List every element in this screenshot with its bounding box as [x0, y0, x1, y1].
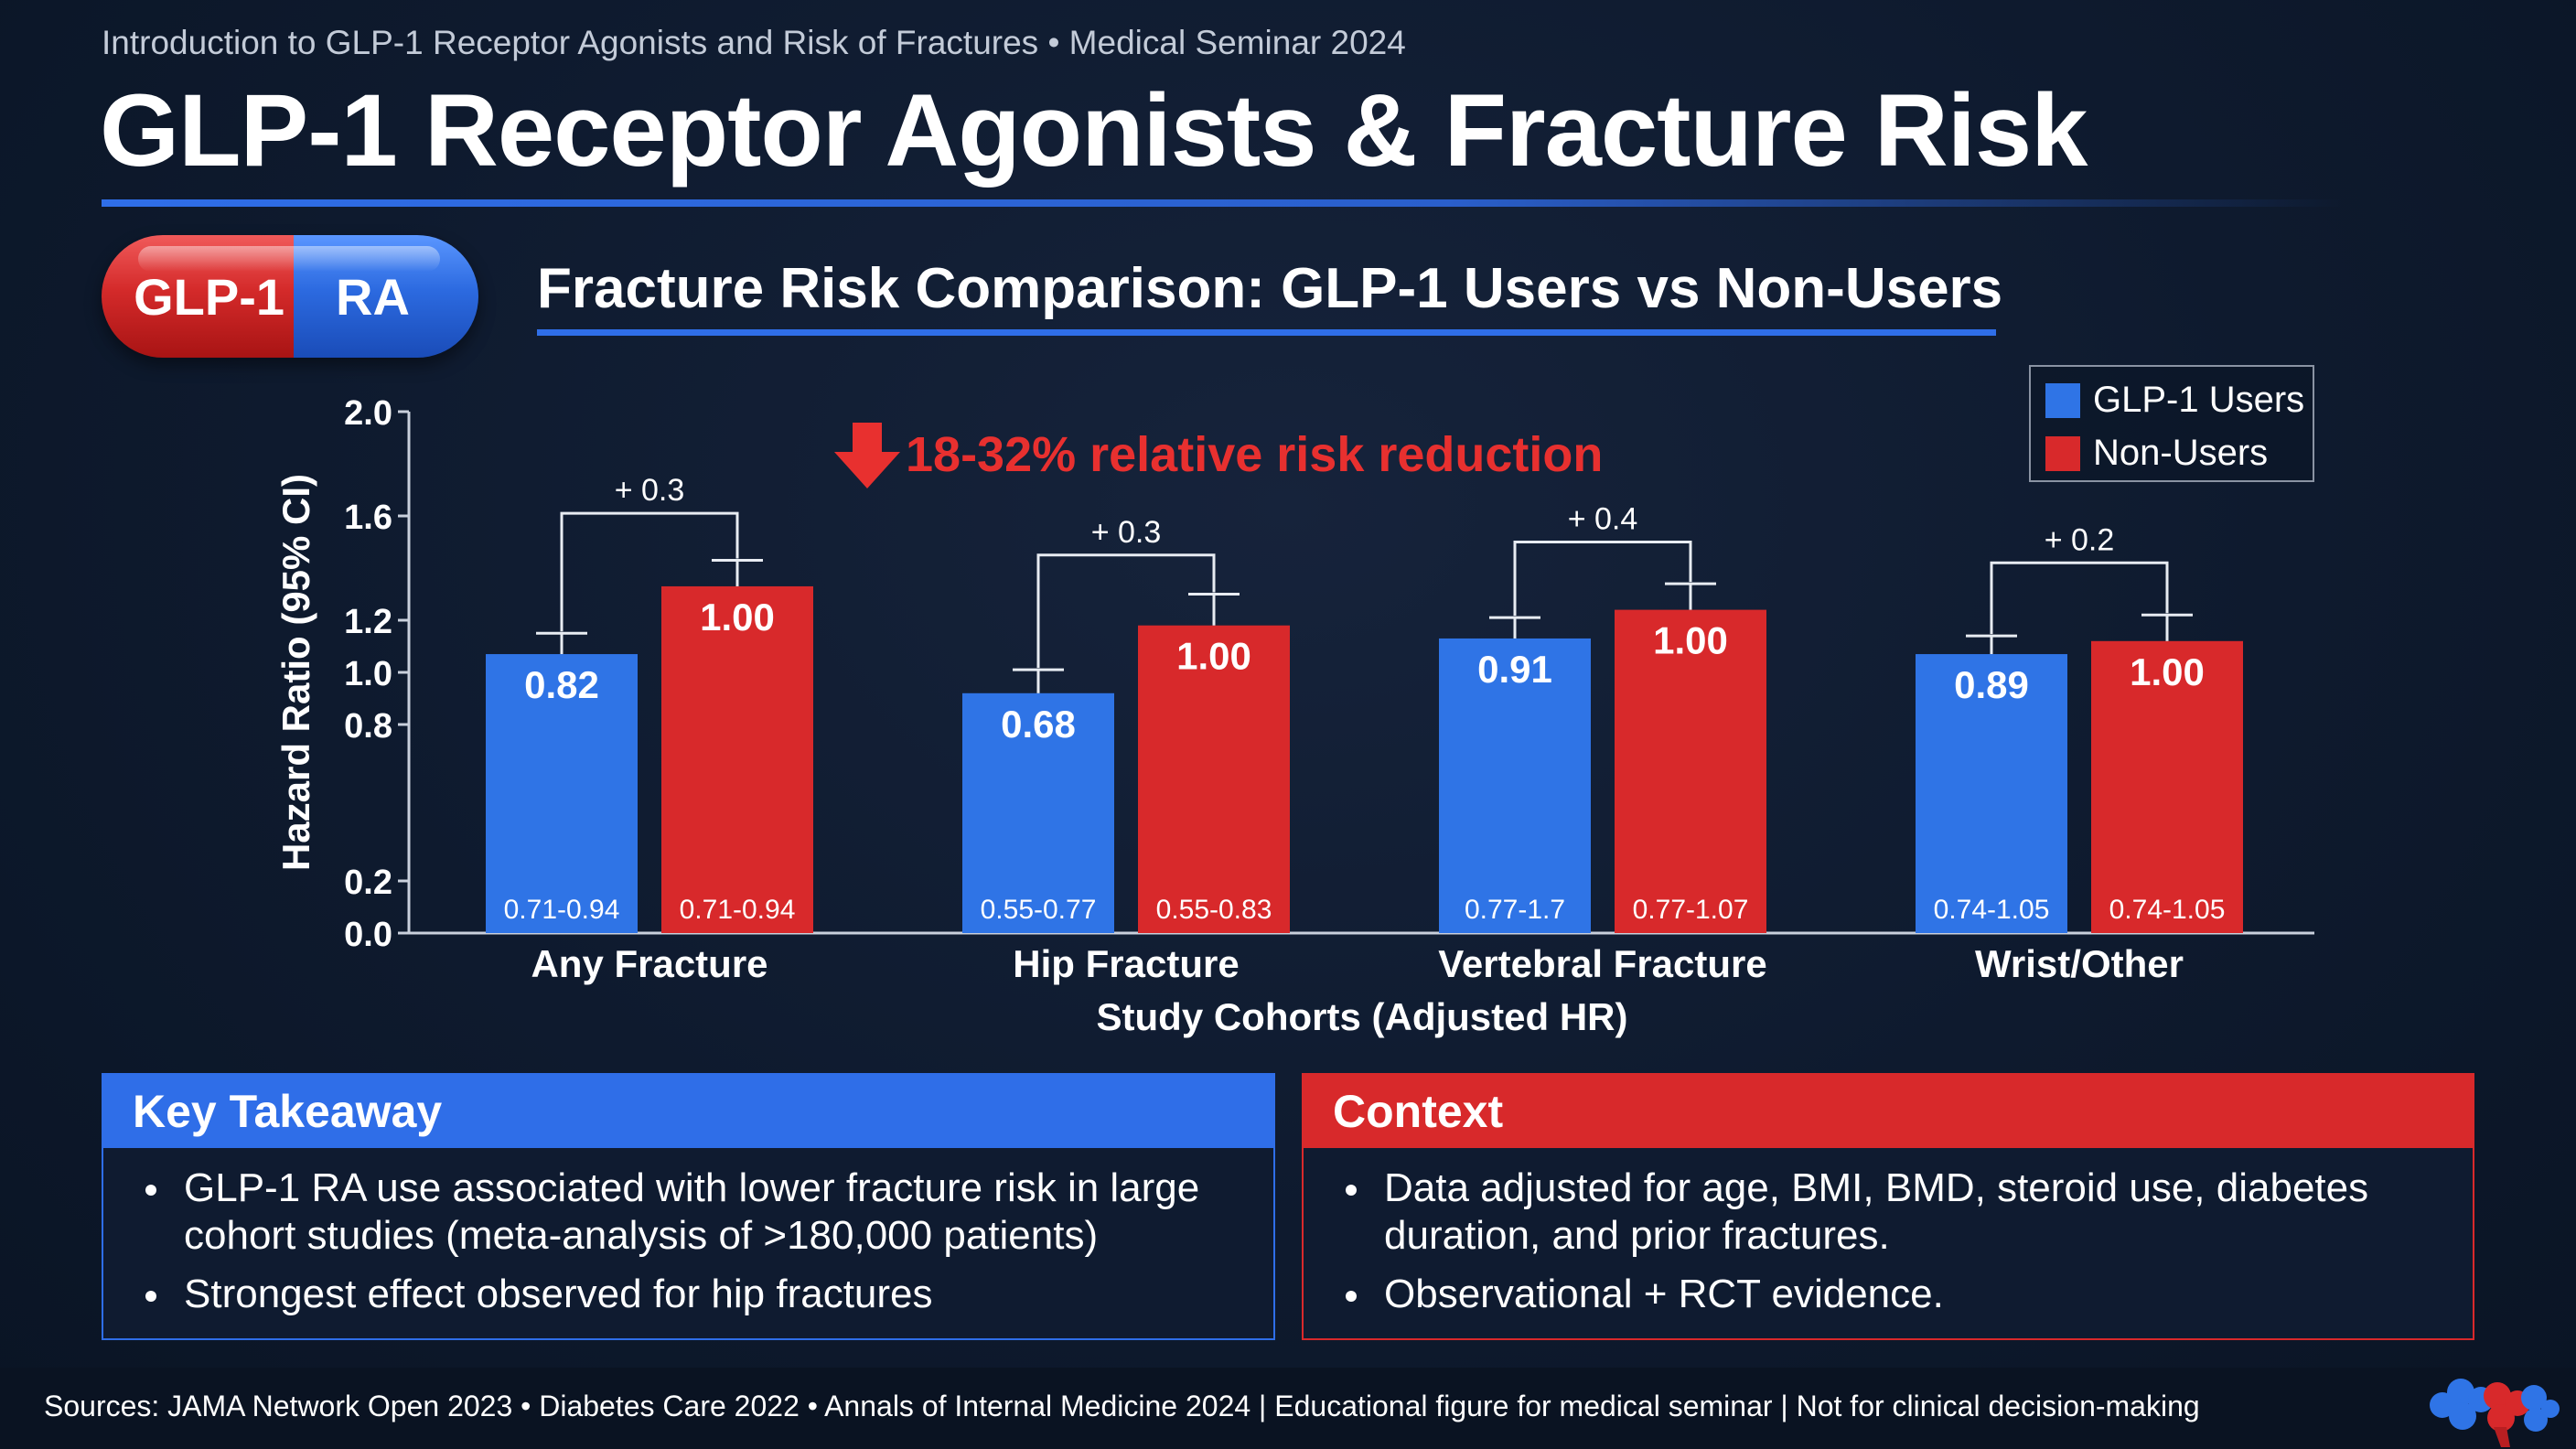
seminar-subtitle: Introduction to GLP-1 Receptor Agonists … — [102, 24, 1406, 61]
difference-label: + 0.4 — [1568, 502, 1638, 537]
legend-item-nonusers: Non-Users — [2045, 433, 2268, 474]
bar-nonusers — [661, 585, 813, 933]
y-tick-label: 1.6 — [344, 499, 392, 537]
context-title: Context — [1304, 1075, 2473, 1148]
bar-ci-label: 0.77-1.7 — [1465, 895, 1565, 925]
pill-right-label: RA — [294, 235, 478, 358]
glp1-ra-pill-badge: GLP-1 RA — [102, 235, 478, 358]
bar-nonusers — [2091, 640, 2243, 933]
y-tick-label: 1.2 — [344, 603, 392, 641]
key-takeaway-title: Key Takeaway — [103, 1075, 1273, 1148]
difference-label: + 0.3 — [615, 473, 685, 508]
bar-value-label: 0.91 — [1477, 648, 1552, 691]
x-axis-label: Study Cohorts (Adjusted HR) — [1097, 995, 1628, 1038]
difference-label: + 0.2 — [2045, 522, 2115, 557]
footer-bar: Sources: JAMA Network Open 2023 • Diabet… — [0, 1368, 2576, 1449]
bar-value-label: 0.82 — [524, 663, 599, 706]
page-title: GLP-1 Receptor Agonists & Fracture Risk — [100, 73, 2088, 188]
list-item: Strongest effect observed for hip fractu… — [145, 1271, 1237, 1318]
bar-value-label: 0.89 — [1954, 663, 2029, 706]
difference-label: + 0.3 — [1091, 515, 1162, 550]
bar-value-label: 1.00 — [1653, 619, 1728, 662]
title-underline — [102, 199, 2343, 207]
difference-bracket — [1990, 561, 2169, 635]
chart-legend: GLP-1 Users Non-Users — [2029, 365, 2314, 482]
bar-glp1 — [1916, 654, 2067, 933]
legend-swatch-glp1 — [2045, 382, 2080, 418]
list-item: GLP-1 RA use associated with lower fract… — [145, 1165, 1237, 1260]
bar-glp1 — [1439, 638, 1591, 933]
down-arrow-icon — [834, 423, 900, 488]
x-tick-label: Wrist/Other — [1975, 942, 2184, 985]
list-item: Data adjusted for age, BMI, BMD, steroid… — [1346, 1165, 2436, 1260]
bar-value-label: 1.00 — [700, 596, 775, 639]
key-takeaway-list: GLP-1 RA use associated with lower fract… — [103, 1148, 1273, 1318]
footer-sources: Sources: JAMA Network Open 2023 • Diabet… — [44, 1390, 2200, 1422]
difference-bracket — [1036, 553, 1216, 669]
list-item: Observational + RCT evidence. — [1346, 1271, 2436, 1318]
bar-ci-label: 0.71-0.94 — [504, 895, 620, 925]
bar-value-label: 1.00 — [2130, 650, 2205, 693]
risk-reduction-annotation: 18-32% relative risk reduction — [906, 427, 1604, 482]
key-takeaway-panel: Key Takeaway GLP-1 RA use associated wit… — [102, 1073, 1275, 1340]
brain-logo-icon — [2430, 1379, 2560, 1447]
bar-ci-label: 0.77-1.07 — [1633, 895, 1749, 925]
y-axis-label: Hazard Ratio (95% CI) — [274, 474, 317, 871]
context-panel: Context Data adjusted for age, BMI, BMD,… — [1302, 1073, 2474, 1340]
legend-swatch-nonusers — [2045, 435, 2080, 471]
y-tick-label: 0.0 — [344, 916, 392, 954]
legend-label-glp1: GLP-1 Users — [2093, 380, 2305, 420]
hazard-ratio-bar-chart: 0.0 0.2 0.8 1.0 1.2 1.6 2.0 Hazard Ratio (95% C… — [274, 394, 2314, 1038]
context-list: Data adjusted for age, BMI, BMD, steroid… — [1304, 1148, 2473, 1318]
y-tick-label: 0.8 — [344, 707, 392, 746]
bar-ci-label: 0.74-1.05 — [1934, 895, 2050, 925]
y-tick-label: 1.0 — [344, 655, 392, 693]
bar-nonusers — [1615, 609, 1766, 933]
x-tick-label: Vertebral Fracture — [1438, 942, 1767, 985]
chart-title: Fracture Risk Comparison: GLP-1 Users vs… — [537, 257, 2003, 320]
bar-value-label: 1.00 — [1176, 635, 1251, 678]
bar-value-label: 0.68 — [1001, 703, 1076, 746]
bar-glp1 — [486, 654, 638, 933]
bar-ci-label: 0.71-0.94 — [680, 895, 796, 925]
difference-bracket — [1513, 541, 1692, 617]
difference-bracket — [560, 511, 739, 632]
pill-shine — [138, 246, 440, 272]
bar-ci-label: 0.55-0.77 — [981, 895, 1097, 925]
bar-ci-label: 0.74-1.05 — [2109, 895, 2226, 925]
y-tick-label: 0.2 — [344, 864, 392, 902]
legend-item-glp1: GLP-1 Users — [2045, 380, 2304, 421]
bar-ci-label: 0.55-0.83 — [1156, 895, 1272, 925]
bar-nonusers — [1138, 625, 1290, 933]
pill-left-label: GLP-1 — [102, 235, 294, 358]
legend-label-nonusers: Non-Users — [2093, 433, 2269, 473]
chart-title-underline — [537, 329, 1996, 336]
bar-glp1 — [962, 692, 1114, 933]
y-tick-label: 2.0 — [344, 394, 392, 433]
x-tick-label: Any Fracture — [531, 942, 767, 985]
x-tick-label: Hip Fracture — [1013, 942, 1239, 985]
